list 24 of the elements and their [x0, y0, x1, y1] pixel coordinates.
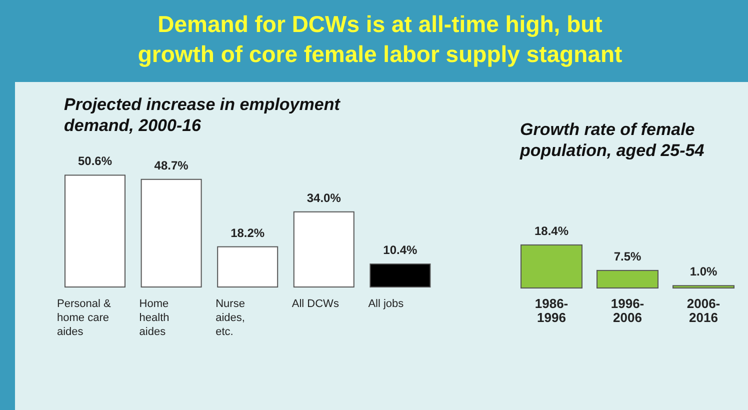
chart-title: Growth rate of female population, aged 25-54 [519, 120, 705, 160]
bar [64, 174, 126, 288]
bar [217, 246, 278, 288]
x-tick-label: 2006-2016 [686, 296, 720, 325]
x-tick-label: Nurse aides, etc. [216, 298, 245, 338]
x-tick-label: 1986-1996 [534, 296, 568, 325]
chart-title: Demand for DCWs is at all-time high, but growth of core female labor supply stagnant [138, 11, 623, 67]
data-label: 48.7% [154, 158, 189, 172]
x-tick-label: All jobs [368, 298, 404, 310]
bar [293, 211, 354, 288]
data-label: 18.4% [534, 224, 569, 238]
bar [370, 264, 431, 288]
bar [140, 178, 202, 288]
data-label: 10.4% [383, 243, 418, 258]
chart-subtitle: Projected increase in employment demand, 2000-16 [64, 95, 342, 135]
x-tick-label: 1996-2006 [610, 296, 644, 325]
data-label: 18.2% [230, 226, 265, 240]
data-label: 7.5% [614, 249, 642, 264]
data-label: 1.0% [690, 264, 718, 279]
x-tick-label: All DCWs [292, 298, 340, 310]
x-tick-label: Home health aides [139, 298, 170, 338]
data-label: 50.6% [78, 154, 112, 168]
x-tick-label: Personal & home care aides [57, 298, 112, 338]
data-label: 34.0% [306, 190, 342, 205]
